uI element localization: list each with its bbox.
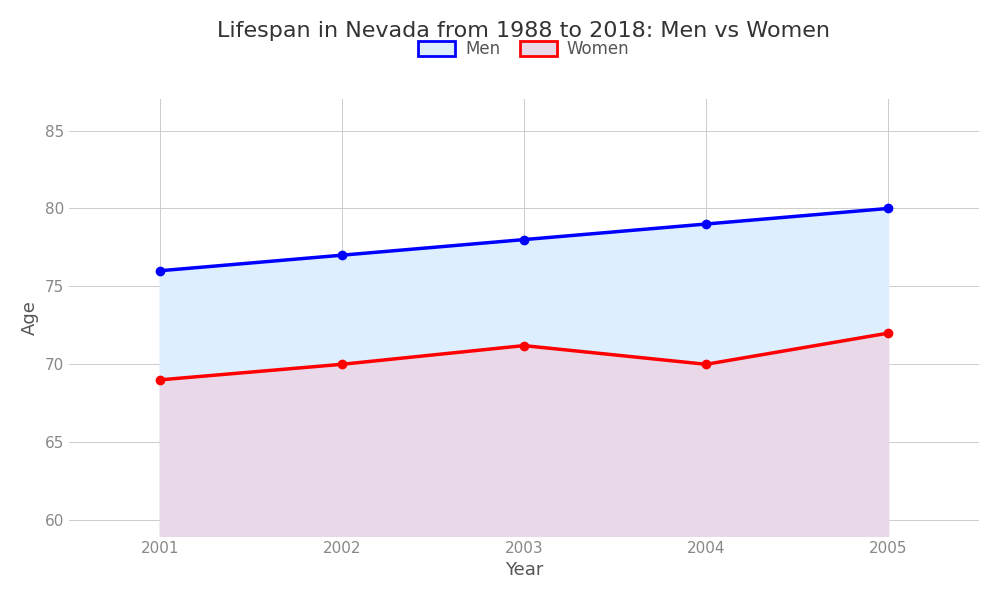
X-axis label: Year: Year [505,561,543,579]
Title: Lifespan in Nevada from 1988 to 2018: Men vs Women: Lifespan in Nevada from 1988 to 2018: Me… [217,21,830,41]
Legend: Men, Women: Men, Women [412,34,636,65]
Y-axis label: Age: Age [21,300,39,335]
